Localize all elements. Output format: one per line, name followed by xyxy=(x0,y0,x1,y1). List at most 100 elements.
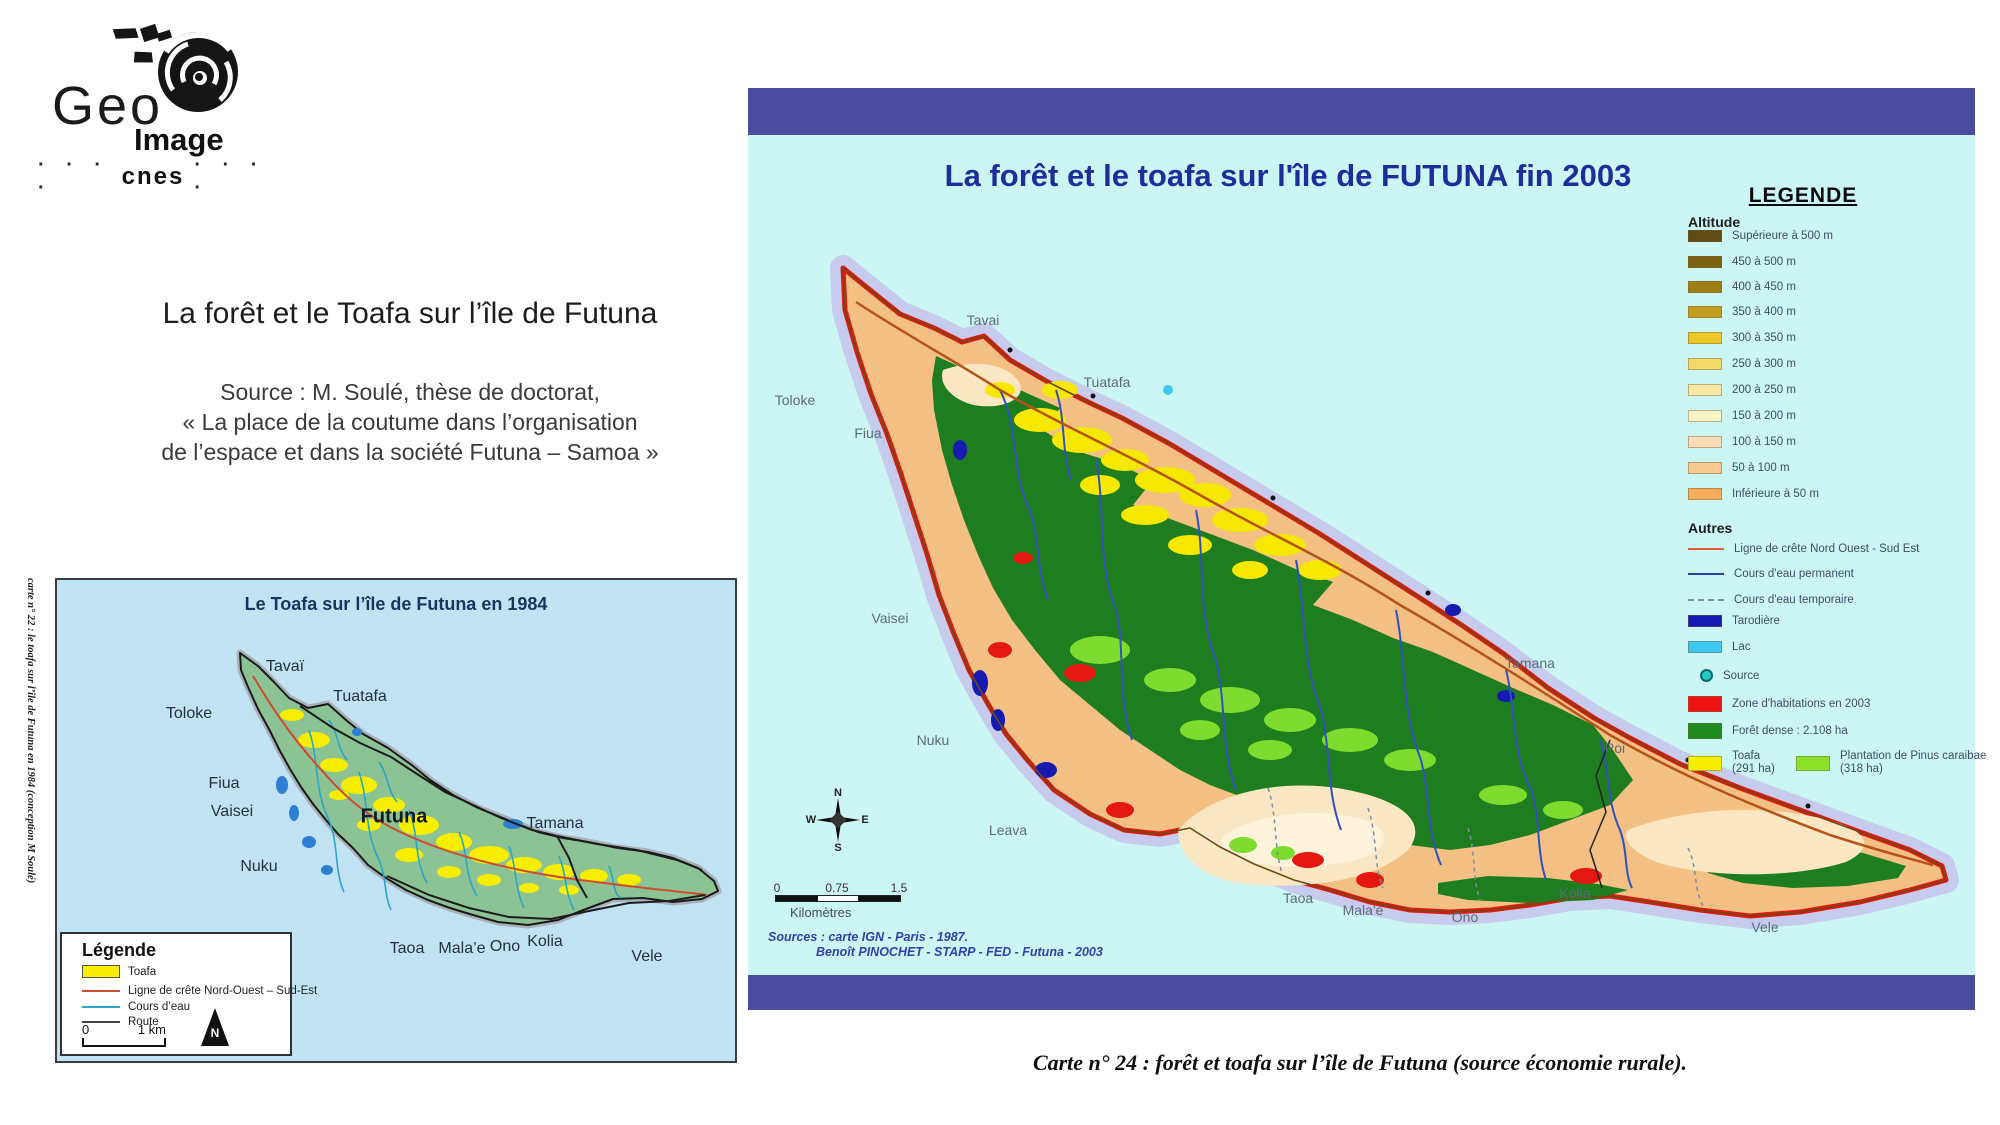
altitude-item: Supérieure à 500 m xyxy=(1688,230,1833,242)
boundary-line xyxy=(1589,739,1611,889)
coastline xyxy=(842,267,1947,917)
altitude-item: Inférieure à 50 m xyxy=(1688,488,1819,500)
big-map-island-graphic xyxy=(830,255,1959,929)
north-letter: N xyxy=(210,1026,220,1040)
autres-item-pinus: Plantation de Pinus caraibae (318 ha) xyxy=(1796,750,1986,776)
place-label-fiua: Fiua xyxy=(208,775,240,792)
altitude-item: 100 à 150 m xyxy=(1688,436,1796,448)
scale-bracket xyxy=(82,1038,166,1047)
small-map-1984: Le Toafa sur l’île de Futuna en 1984 Tav… xyxy=(55,578,737,1063)
geoimage-cnes-logo: Geo Image · · · · cnes · · · · xyxy=(38,12,268,199)
place-label-tuatafa: Tuatafa xyxy=(333,688,387,705)
big-map-scalebar: 0 0.75 1.5 Kilomètres xyxy=(772,881,912,920)
lac-swatch xyxy=(1688,641,1722,653)
small-map-north-arrow: N xyxy=(200,1006,230,1048)
pinus-swatch xyxy=(1796,755,1830,771)
legend-item-river: Cours d’eau xyxy=(82,1001,190,1013)
route-swatch xyxy=(82,1020,120,1024)
alt-swatch-4 xyxy=(1688,332,1722,344)
place-label-tamana-2003: Tamana xyxy=(1505,655,1555,671)
alt-swatch-10 xyxy=(1688,488,1722,500)
figure-caption: Carte n° 24 : forêt et toafa sur l’île d… xyxy=(1032,1050,1688,1075)
scale-one-km: 1 km xyxy=(137,1022,166,1037)
place-label-ono: Ono xyxy=(489,938,521,955)
dots-left: · · · · xyxy=(38,154,110,199)
coast-marks xyxy=(1007,347,1811,809)
place-label-ono-2003: Ono xyxy=(1451,909,1479,925)
compass-w: W xyxy=(805,814,817,826)
page-title: La forêt et le Toafa sur l’île de Futuna xyxy=(162,297,658,330)
habitation-spots xyxy=(988,552,1602,888)
source-line-3: de l’espace et dans la société Futuna – … xyxy=(161,439,659,465)
altitude-item: 150 à 200 m xyxy=(1688,410,1796,422)
source-paragraph: Source : M. Soulé, thèse de doctorat, « … xyxy=(60,377,760,467)
place-label-kolia-2003: Kolia xyxy=(1559,885,1591,901)
place-label-kolia: Kolia xyxy=(527,933,563,950)
alt-swatch-1 xyxy=(1688,256,1722,268)
place-label-leava-2003: Leava xyxy=(988,822,1028,838)
temporary-stream-swatch xyxy=(1688,599,1724,601)
place-label-nuku: Nuku xyxy=(240,858,278,875)
permanent-stream-swatch xyxy=(1688,572,1724,576)
autres-item-lac: Lac xyxy=(1688,641,1751,653)
source-swatch xyxy=(1700,669,1713,682)
small-map-side-caption: carte n° 22 : le toafa sur l’île de Futu… xyxy=(25,578,36,884)
place-label-tavai: Tavaï xyxy=(265,658,305,675)
lake-spot xyxy=(1163,385,1173,395)
crest-line-2003 xyxy=(855,300,1934,867)
big-map-title: La forêt et le toafa sur l'île de FUTUNA… xyxy=(944,158,1632,193)
altitude-item: 300 à 350 m xyxy=(1688,332,1796,344)
geoimage-logo-graphic: Geo Image xyxy=(52,23,238,157)
autres-item-permanent: Cours d'eau permanent xyxy=(1688,568,1854,580)
compass-s: S xyxy=(834,842,842,854)
temporary-streams xyxy=(1267,787,1704,907)
place-label-fiua-2003: Fiua xyxy=(854,425,882,441)
scale-unit: Kilomètres xyxy=(790,905,852,920)
habitations-swatch xyxy=(1688,696,1722,712)
rivers-2003 xyxy=(999,389,1633,889)
toafa-2003-swatch xyxy=(1688,755,1722,771)
autres-section-title: Autres xyxy=(1688,520,1733,536)
place-label-tamana: Tamana xyxy=(526,815,584,832)
altitude-item: 50 à 100 m xyxy=(1688,462,1790,474)
alt-swatch-6 xyxy=(1688,384,1722,396)
cnes-row: · · · · cnes · · · · xyxy=(38,154,268,200)
source-line-1: Source : M. Soulé, thèse de doctorat, xyxy=(220,379,600,405)
cnes-wordmark: cnes xyxy=(121,163,185,190)
autres-item-temporaire: Cours d'eau temporaire xyxy=(1688,594,1854,606)
autres-item-habitations: Zone d'habitations en 2003 xyxy=(1688,696,1870,712)
small-map-scalebar: 0 1 km xyxy=(82,1022,192,1047)
small-map-title: Le Toafa sur l’île de Futuna en 1984 xyxy=(244,594,548,614)
place-label-taoa-2003: Taoa xyxy=(1282,890,1314,906)
big-map-sources: Sources : carte IGN - Paris - 1987. Beno… xyxy=(768,930,1103,960)
small-legend-title: Légende xyxy=(82,940,157,960)
rivers-1984 xyxy=(308,719,622,911)
place-label-vaisei: Vaisei xyxy=(210,803,254,820)
place-label-poi-2003: Poi xyxy=(1604,740,1626,756)
source-line-2: « La place de la coutume dans l’organisa… xyxy=(182,409,638,435)
compass-e: E xyxy=(861,814,869,826)
poster-top-band xyxy=(748,88,1975,135)
scale-075: 0.75 xyxy=(825,881,849,895)
place-label-toloke: Toloke xyxy=(165,705,213,722)
poster-bottom-band xyxy=(748,975,1975,1010)
place-label-vaisei-2003: Vaisei xyxy=(871,610,909,626)
altitude-item: 250 à 300 m xyxy=(1688,358,1796,370)
routes-1984 xyxy=(299,705,706,921)
place-label-malae: Mala’e xyxy=(438,940,486,957)
big-legend-title: LEGENDE xyxy=(1748,184,1858,207)
place-label-futuna: Futuna xyxy=(360,805,428,828)
compass-rose: N E S W xyxy=(805,787,870,854)
legend-item-route: Route xyxy=(82,1016,159,1028)
river-swatch xyxy=(82,1005,120,1009)
logo-image-text: Image xyxy=(134,122,224,157)
alt-swatch-7 xyxy=(1688,410,1722,422)
alt-swatch-5 xyxy=(1688,358,1722,370)
autres-item-tarodiere: Tarodière xyxy=(1688,615,1780,627)
place-label-tuatafa-2003: Tuatafa xyxy=(1083,374,1131,390)
scalebar-segments xyxy=(775,895,901,902)
autres-item-source: Source xyxy=(1700,669,1759,682)
altitude-item: 450 à 500 m xyxy=(1688,256,1796,268)
big-map-2003: La forêt et le toafa sur l'île de FUTUNA… xyxy=(748,88,1986,1010)
crest-line-swatch xyxy=(1688,547,1724,551)
